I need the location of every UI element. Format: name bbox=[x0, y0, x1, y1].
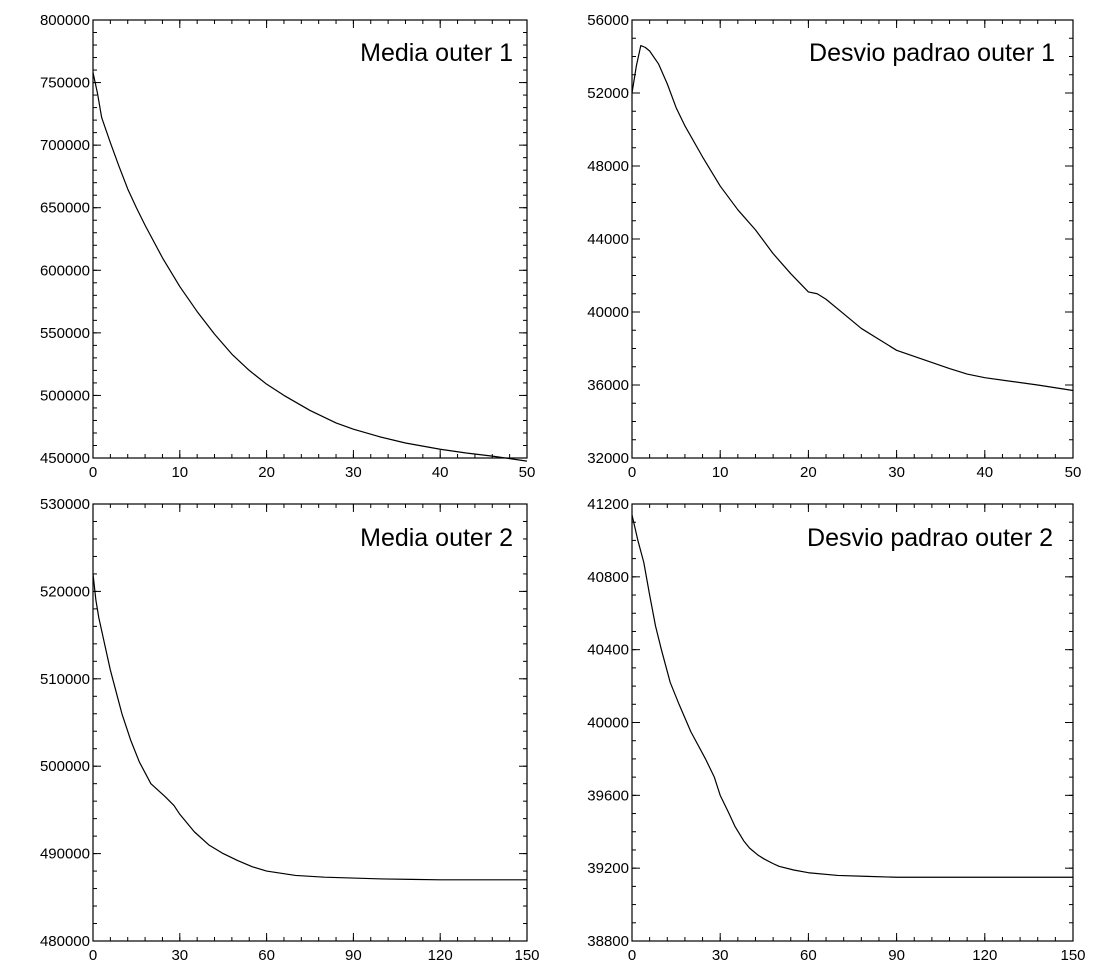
series-line bbox=[631, 44, 1074, 392]
x-tick-label: 10 bbox=[712, 464, 729, 481]
x-tick-label: 30 bbox=[888, 464, 905, 481]
x-tick-label: 0 bbox=[628, 464, 636, 481]
ticks-layer bbox=[92, 19, 528, 459]
y-tick-label: 44000 bbox=[587, 231, 629, 248]
x-tick-label: 40 bbox=[432, 464, 449, 481]
y-tick-label: 500000 bbox=[40, 758, 90, 775]
x-tick-label: 30 bbox=[712, 947, 729, 964]
y-tick-label: 700000 bbox=[40, 137, 90, 154]
x-tick-label: 50 bbox=[519, 464, 536, 481]
series-line bbox=[631, 514, 1073, 878]
y-tick-label: 40000 bbox=[587, 304, 629, 321]
x-tick-label: 60 bbox=[800, 947, 817, 964]
x-tick-label: 0 bbox=[628, 947, 636, 964]
panel-desvio-padrao-outer-2: 0 30 60 90 120 150 38800 39200 39600 40000 40400 40… bbox=[587, 496, 1085, 964]
panel-title: Media outer 2 bbox=[360, 524, 513, 552]
panel-title: Desvio padrao outer 1 bbox=[809, 39, 1055, 67]
tick-labels-layer: 0 30 60 90 120 150 38800 39200 39600 40000 40400 40… bbox=[587, 496, 1085, 964]
panel-desvio-padrao-outer-1: 0 10 20 30 40 50 32000 36000 40000 44000 48000 5200… bbox=[587, 12, 1081, 481]
y-tick-label: 500000 bbox=[40, 387, 90, 404]
y-tick-label: 36000 bbox=[587, 377, 629, 394]
x-tick-label: 0 bbox=[89, 947, 97, 964]
panel-media-outer-1: 0 10 20 30 40 50 450000 500000 550000 600000 65000… bbox=[40, 12, 535, 481]
x-tick-label: 10 bbox=[171, 464, 188, 481]
x-tick-label: 90 bbox=[888, 947, 905, 964]
y-tick-label: 450000 bbox=[40, 450, 90, 467]
y-tick-label: 40800 bbox=[587, 569, 629, 586]
x-tick-label: 90 bbox=[345, 947, 362, 964]
y-tick-label: 520000 bbox=[40, 583, 90, 600]
y-tick-label: 39600 bbox=[587, 787, 629, 804]
x-tick-label: 120 bbox=[972, 947, 997, 964]
series-line bbox=[92, 573, 527, 881]
y-tick-label: 600000 bbox=[40, 262, 90, 279]
y-tick-label: 530000 bbox=[40, 496, 90, 513]
x-tick-label: 0 bbox=[89, 464, 97, 481]
x-tick-label: 40 bbox=[976, 464, 993, 481]
tick-labels-layer: 0 30 60 90 120 150 480000 490000 500000 510000 520… bbox=[40, 496, 540, 964]
y-tick-label: 32000 bbox=[587, 450, 629, 467]
y-tick-label: 38800 bbox=[587, 933, 629, 950]
y-tick-label: 40000 bbox=[587, 715, 629, 732]
y-tick-label: 510000 bbox=[40, 671, 90, 688]
plot-frame bbox=[92, 19, 528, 459]
y-tick-label: 800000 bbox=[40, 12, 90, 29]
x-tick-label: 150 bbox=[1060, 947, 1085, 964]
x-tick-label: 30 bbox=[345, 464, 362, 481]
y-tick-label: 650000 bbox=[40, 200, 90, 217]
series-line bbox=[92, 72, 528, 462]
x-tick-label: 50 bbox=[1065, 464, 1082, 481]
y-tick-label: 39200 bbox=[587, 860, 629, 877]
ticks-layer bbox=[92, 503, 528, 942]
ticks-layer bbox=[631, 19, 1074, 459]
y-tick-label: 40400 bbox=[587, 642, 629, 659]
panel-media-outer-2: 0 30 60 90 120 150 480000 490000 500000 510000 520… bbox=[40, 496, 540, 964]
y-tick-label: 490000 bbox=[40, 846, 90, 863]
ticks-layer bbox=[631, 503, 1074, 942]
x-tick-label: 120 bbox=[428, 947, 453, 964]
x-tick-label: 20 bbox=[800, 464, 817, 481]
plot-frame bbox=[92, 503, 528, 942]
y-tick-label: 52000 bbox=[587, 85, 629, 102]
x-tick-label: 20 bbox=[258, 464, 275, 481]
y-tick-label: 56000 bbox=[587, 12, 629, 29]
y-tick-label: 41200 bbox=[587, 496, 629, 513]
x-tick-label: 150 bbox=[514, 947, 539, 964]
panel-title: Media outer 1 bbox=[360, 39, 513, 67]
y-tick-label: 750000 bbox=[40, 75, 90, 92]
plot-frame bbox=[631, 19, 1074, 459]
tick-labels-layer: 0 10 20 30 40 50 450000 500000 550000 600000 65000… bbox=[40, 12, 535, 481]
x-tick-label: 60 bbox=[258, 947, 275, 964]
x-tick-label: 30 bbox=[171, 947, 188, 964]
tick-labels-layer: 0 10 20 30 40 50 32000 36000 40000 44000 48000 5200… bbox=[587, 12, 1081, 481]
y-tick-label: 480000 bbox=[40, 933, 90, 950]
y-tick-label: 48000 bbox=[587, 158, 629, 175]
y-tick-label: 550000 bbox=[40, 325, 90, 342]
panel-title: Desvio padrao outer 2 bbox=[807, 524, 1053, 552]
